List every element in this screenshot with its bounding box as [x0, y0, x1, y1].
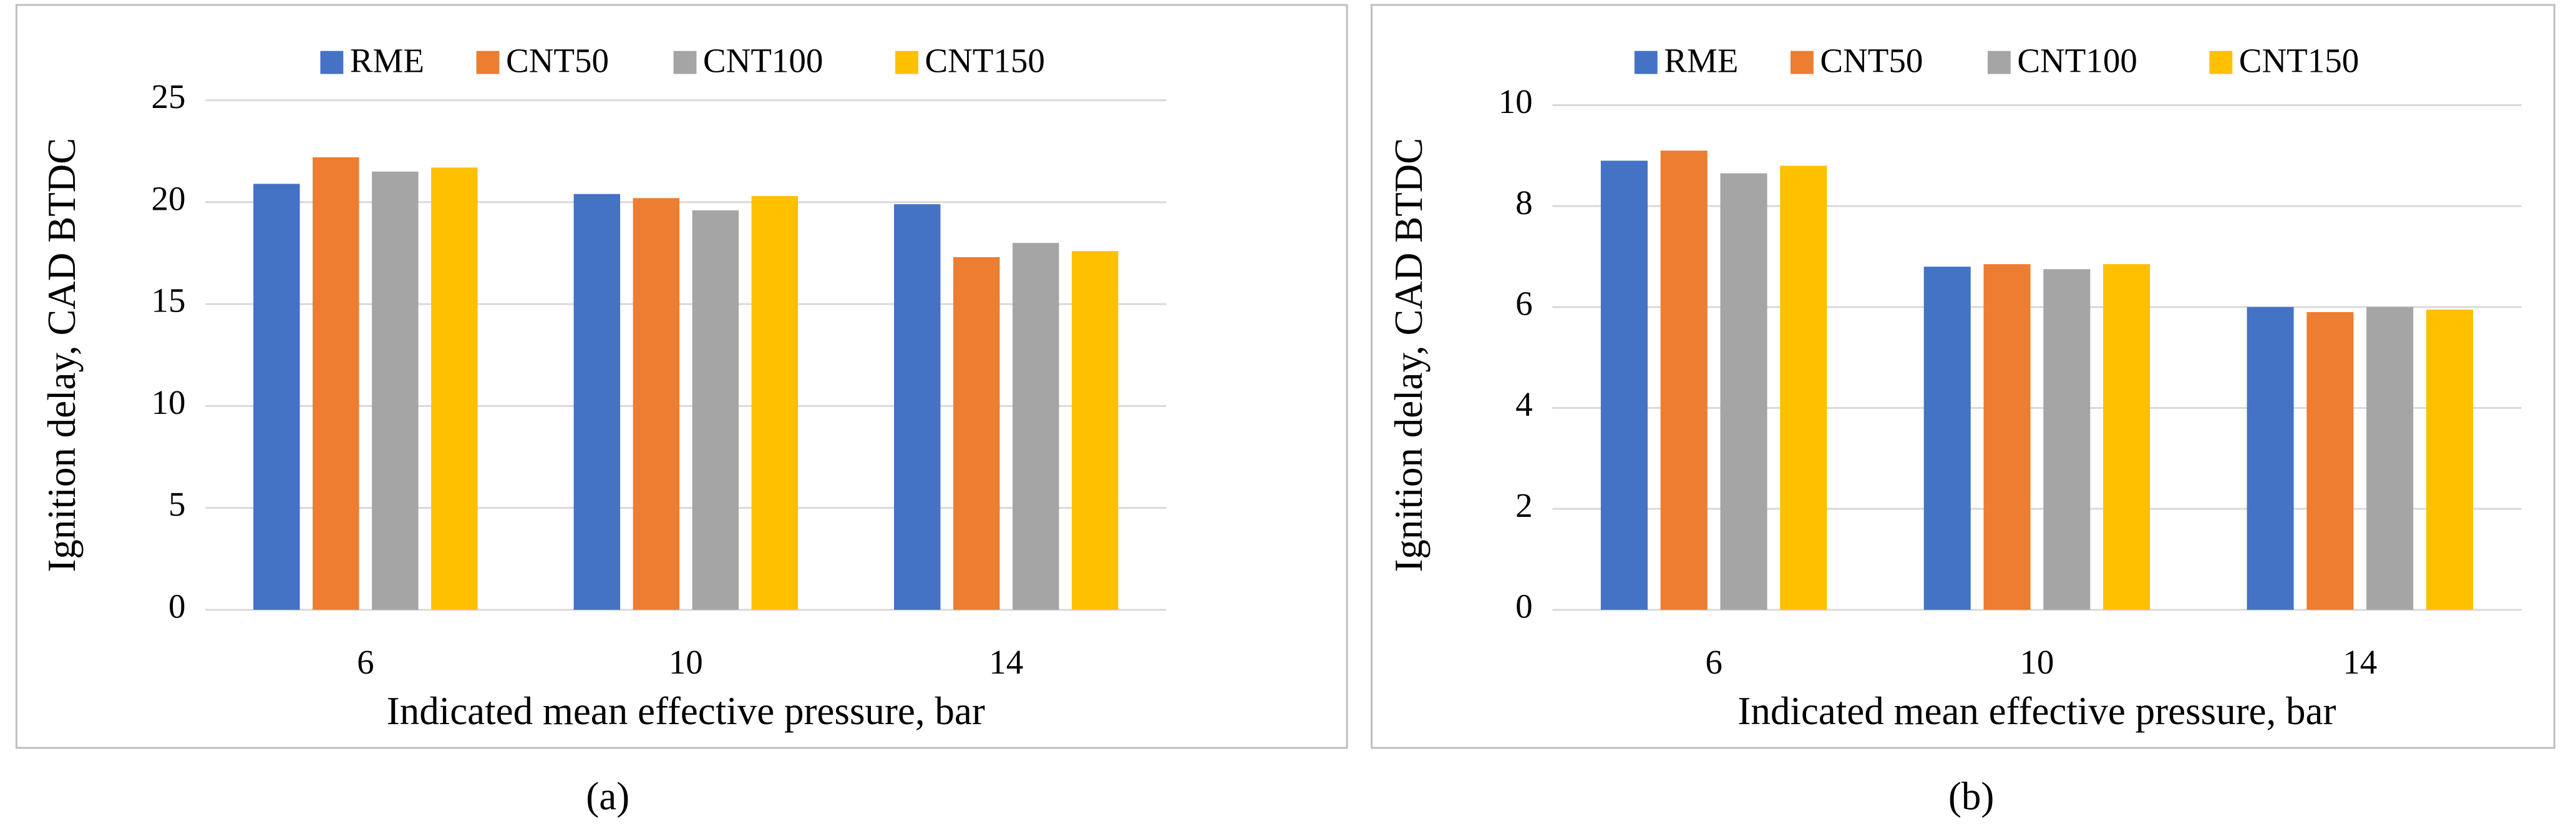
- bar: [2247, 307, 2294, 610]
- x-axis-title: Indicated mean effective pressure, bar: [387, 689, 985, 733]
- bar: [1983, 264, 2031, 610]
- y-tick-label: 4: [1515, 385, 1533, 423]
- chart-frame: [15, 4, 1348, 749]
- bar: [751, 196, 798, 610]
- legend-swatch: [1987, 51, 2011, 74]
- legend-label: CNT150: [925, 41, 1045, 79]
- legend-label: RME: [1664, 41, 1738, 79]
- bar: [573, 194, 621, 610]
- y-tick-label: 10: [1499, 82, 1533, 120]
- y-axis-title: Ignition delay, CAD BTDC: [40, 138, 84, 572]
- bar: [1071, 251, 1119, 610]
- legend-swatch: [895, 51, 918, 74]
- bar: [1923, 267, 1971, 610]
- y-tick-label: 0: [168, 587, 186, 625]
- bar: [1720, 173, 1767, 610]
- y-tick-label: 20: [152, 179, 186, 217]
- y-tick-label: 5: [168, 485, 186, 523]
- caption: (b): [1948, 775, 1994, 818]
- bar: [2306, 312, 2354, 610]
- legend-swatch: [320, 51, 344, 74]
- y-tick-label: 6: [1515, 284, 1533, 322]
- bar: [2366, 307, 2414, 610]
- x-tick-label: 6: [357, 643, 374, 681]
- bar: [894, 204, 941, 610]
- y-tick-label: 0: [1515, 587, 1533, 625]
- legend-label: RME: [350, 41, 424, 79]
- bar: [1780, 165, 1827, 610]
- x-tick-label: 14: [989, 643, 1023, 681]
- bar: [2103, 264, 2151, 610]
- y-tick-label: 15: [152, 282, 186, 320]
- bar: [1660, 150, 1708, 610]
- x-axis-title: Indicated mean effective pressure, bar: [1738, 689, 2336, 733]
- legend-label: CNT150: [2239, 41, 2360, 79]
- bar: [253, 184, 300, 610]
- legend-label: CNT50: [1820, 41, 1923, 79]
- legend-swatch: [2209, 51, 2233, 74]
- y-tick-label: 10: [152, 383, 186, 421]
- y-axis-title: Ignition delay, CAD BTDC: [1387, 138, 1431, 572]
- legend-swatch: [476, 51, 500, 74]
- bar: [692, 210, 739, 610]
- x-tick-label: 14: [2343, 643, 2377, 681]
- bar: [2043, 269, 2091, 610]
- bar: [313, 157, 359, 610]
- bar: [431, 167, 478, 610]
- bar: [372, 171, 419, 610]
- bar: [2426, 309, 2473, 610]
- bar: [1600, 160, 1648, 610]
- x-tick-label: 10: [2019, 643, 2054, 681]
- bar: [1012, 243, 1059, 610]
- legend-label: CNT50: [506, 41, 609, 79]
- legend-swatch: [1634, 51, 1658, 74]
- x-tick-label: 6: [1705, 643, 1723, 681]
- bar: [633, 198, 680, 610]
- legend-swatch: [1790, 51, 1814, 74]
- legend-label: CNT100: [2017, 41, 2137, 79]
- caption: (a): [586, 775, 629, 818]
- x-tick-label: 10: [669, 643, 703, 681]
- y-tick-label: 2: [1515, 486, 1533, 524]
- legend-label: CNT100: [703, 41, 824, 79]
- y-tick-label: 8: [1515, 184, 1533, 222]
- bar: [953, 257, 1000, 610]
- chart-frame: [1371, 4, 2555, 749]
- y-tick-label: 25: [152, 77, 186, 115]
- legend-swatch: [673, 51, 697, 74]
